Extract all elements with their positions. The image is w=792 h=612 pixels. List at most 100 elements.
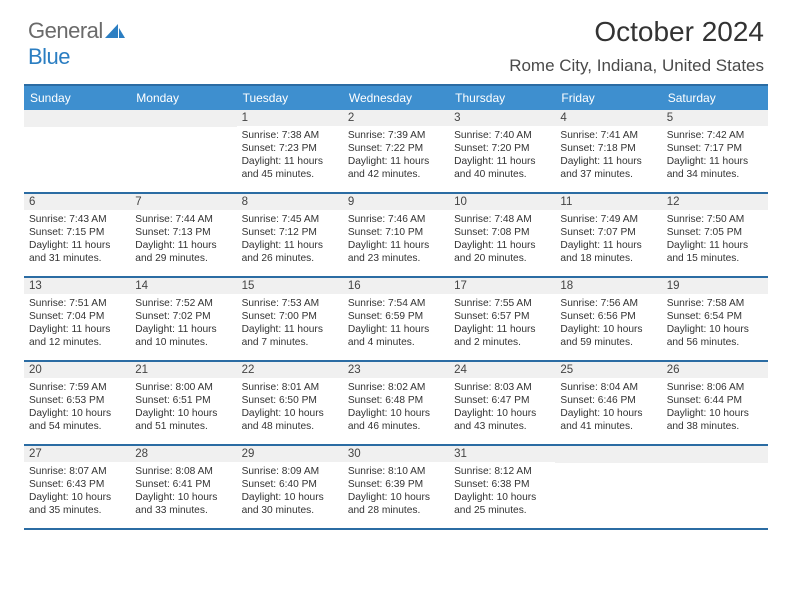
day-sun-info: Sunrise: 8:06 AMSunset: 6:44 PMDaylight:… [667,381,763,433]
calendar-day: 11 Sunrise: 7:49 AMSunset: 7:07 PMDayligh… [555,194,661,276]
calendar: SundayMondayTuesdayWednesdayThursdayFrid… [24,84,768,530]
brand-part1: General [28,18,103,43]
calendar-day: 24 Sunrise: 8:03 AMSunset: 6:47 PMDayligh… [449,362,555,444]
day-sun-info: Sunrise: 7:49 AMSunset: 7:07 PMDaylight:… [560,213,656,265]
calendar-week: 20 Sunrise: 7:59 AMSunset: 6:53 PMDayligh… [24,362,768,446]
day-number: 10 [449,194,555,210]
calendar-day-empty [555,446,661,528]
calendar-day: 29 Sunrise: 8:09 AMSunset: 6:40 PMDayligh… [237,446,343,528]
calendar-day: 28 Sunrise: 8:08 AMSunset: 6:41 PMDayligh… [130,446,236,528]
day-number: 13 [24,278,130,294]
calendar-day: 27Sunrise: 8:07 AMSunset: 6:43 PMDayligh… [24,446,130,528]
day-sun-info: Sunrise: 7:44 AMSunset: 7:13 PMDaylight:… [135,213,231,265]
calendar-day: 17 Sunrise: 7:55 AMSunset: 6:57 PMDayligh… [449,278,555,360]
day-number: 15 [237,278,343,294]
calendar-day: 2 Sunrise: 7:39 AMSunset: 7:22 PMDaylight… [343,110,449,192]
day-number: 24 [449,362,555,378]
calendar-day: 19Sunrise: 7:58 AMSunset: 6:54 PMDayligh… [662,278,768,360]
calendar-day: 26Sunrise: 8:06 AMSunset: 6:44 PMDayligh… [662,362,768,444]
day-sun-info: Sunrise: 8:01 AMSunset: 6:50 PMDaylight:… [242,381,338,433]
calendar-day: 25 Sunrise: 8:04 AMSunset: 6:46 PMDayligh… [555,362,661,444]
calendar-day: 14Sunrise: 7:52 AMSunset: 7:02 PMDayligh… [130,278,236,360]
day-number: 23 [343,362,449,378]
weekday-header: Thursday [449,86,555,110]
day-sun-info: Sunrise: 7:50 AMSunset: 7:05 PMDaylight:… [667,213,763,265]
day-sun-info: Sunrise: 7:42 AMSunset: 7:17 PMDaylight:… [667,129,763,181]
calendar-day: 6Sunrise: 7:43 AMSunset: 7:15 PMDaylight… [24,194,130,276]
day-number: 5 [662,110,768,126]
brand-part2: Blue [28,44,70,69]
day-sun-info: Sunrise: 7:48 AMSunset: 7:08 PMDaylight:… [454,213,550,265]
day-number: 9 [343,194,449,210]
day-sun-info: Sunrise: 7:55 AMSunset: 6:57 PMDaylight:… [454,297,550,349]
day-sun-info: Sunrise: 7:39 AMSunset: 7:22 PMDaylight:… [348,129,444,181]
day-number [24,110,130,127]
day-number: 11 [555,194,661,210]
day-number: 2 [343,110,449,126]
day-sun-info: Sunrise: 7:53 AMSunset: 7:00 PMDaylight:… [242,297,338,349]
day-number: 20 [24,362,130,378]
calendar-day: 4 Sunrise: 7:41 AMSunset: 7:18 PMDaylight… [555,110,661,192]
day-sun-info: Sunrise: 8:03 AMSunset: 6:47 PMDaylight:… [454,381,550,433]
calendar-day: 3 Sunrise: 7:40 AMSunset: 7:20 PMDaylight… [449,110,555,192]
day-number: 21 [130,362,236,378]
calendar-day: 22 Sunrise: 8:01 AMSunset: 6:50 PMDayligh… [237,362,343,444]
calendar-week: 27Sunrise: 8:07 AMSunset: 6:43 PMDayligh… [24,446,768,530]
day-sun-info: Sunrise: 7:40 AMSunset: 7:20 PMDaylight:… [454,129,550,181]
calendar-day: 31 Sunrise: 8:12 AMSunset: 6:38 PMDayligh… [449,446,555,528]
day-number: 30 [343,446,449,462]
page-title: October 2024 [594,16,764,48]
day-sun-info: Sunrise: 7:59 AMSunset: 6:53 PMDaylight:… [29,381,125,433]
calendar-day-empty [662,446,768,528]
day-sun-info: Sunrise: 7:41 AMSunset: 7:18 PMDaylight:… [560,129,656,181]
day-number: 25 [555,362,661,378]
weekday-header: Tuesday [237,86,343,110]
calendar-day: 8 Sunrise: 7:45 AMSunset: 7:12 PMDaylight… [237,194,343,276]
day-number: 16 [343,278,449,294]
day-number: 18 [555,278,661,294]
day-sun-info: Sunrise: 8:12 AMSunset: 6:38 PMDaylight:… [454,465,550,517]
weekday-header: Monday [130,86,236,110]
day-number: 29 [237,446,343,462]
day-number: 6 [24,194,130,210]
day-number [130,110,236,127]
day-number: 22 [237,362,343,378]
day-number: 1 [237,110,343,126]
calendar-day: 15 Sunrise: 7:53 AMSunset: 7:00 PMDayligh… [237,278,343,360]
weekday-header: Wednesday [343,86,449,110]
day-number: 31 [449,446,555,462]
calendar-day: 9Sunrise: 7:46 AMSunset: 7:10 PMDaylight… [343,194,449,276]
calendar-day-empty [130,110,236,192]
day-sun-info: Sunrise: 7:56 AMSunset: 6:56 PMDaylight:… [560,297,656,349]
day-sun-info: Sunrise: 7:38 AMSunset: 7:23 PMDaylight:… [242,129,338,181]
calendar-day-empty [24,110,130,192]
day-number: 28 [130,446,236,462]
calendar-day: 18 Sunrise: 7:56 AMSunset: 6:56 PMDayligh… [555,278,661,360]
day-sun-info: Sunrise: 7:54 AMSunset: 6:59 PMDaylight:… [348,297,444,349]
day-sun-info: Sunrise: 8:04 AMSunset: 6:46 PMDaylight:… [560,381,656,433]
day-number: 14 [130,278,236,294]
calendar-day: 7Sunrise: 7:44 AMSunset: 7:13 PMDaylight… [130,194,236,276]
day-sun-info: Sunrise: 8:08 AMSunset: 6:41 PMDaylight:… [135,465,231,517]
weekday-header: Friday [555,86,661,110]
day-number [555,446,661,463]
calendar-day: 16 Sunrise: 7:54 AMSunset: 6:59 PMDayligh… [343,278,449,360]
brand-logo: General Blue [28,18,127,70]
day-number: 4 [555,110,661,126]
calendar-day: 12 Sunrise: 7:50 AMSunset: 7:05 PMDayligh… [662,194,768,276]
day-number: 3 [449,110,555,126]
day-number: 12 [662,194,768,210]
day-sun-info: Sunrise: 7:45 AMSunset: 7:12 PMDaylight:… [242,213,338,265]
day-sun-info: Sunrise: 7:51 AMSunset: 7:04 PMDaylight:… [29,297,125,349]
day-sun-info: Sunrise: 8:09 AMSunset: 6:40 PMDaylight:… [242,465,338,517]
calendar-week: 13 Sunrise: 7:51 AMSunset: 7:04 PMDayligh… [24,278,768,362]
calendar-day: 23Sunrise: 8:02 AMSunset: 6:48 PMDayligh… [343,362,449,444]
calendar-day: 30 Sunrise: 8:10 AMSunset: 6:39 PMDayligh… [343,446,449,528]
day-sun-info: Sunrise: 8:07 AMSunset: 6:43 PMDaylight:… [29,465,125,517]
day-number: 8 [237,194,343,210]
calendar-day: 5 Sunrise: 7:42 AMSunset: 7:17 PMDaylight… [662,110,768,192]
day-number: 17 [449,278,555,294]
weekday-header: Sunday [24,86,130,110]
day-number [662,446,768,463]
day-sun-info: Sunrise: 8:10 AMSunset: 6:39 PMDaylight:… [348,465,444,517]
